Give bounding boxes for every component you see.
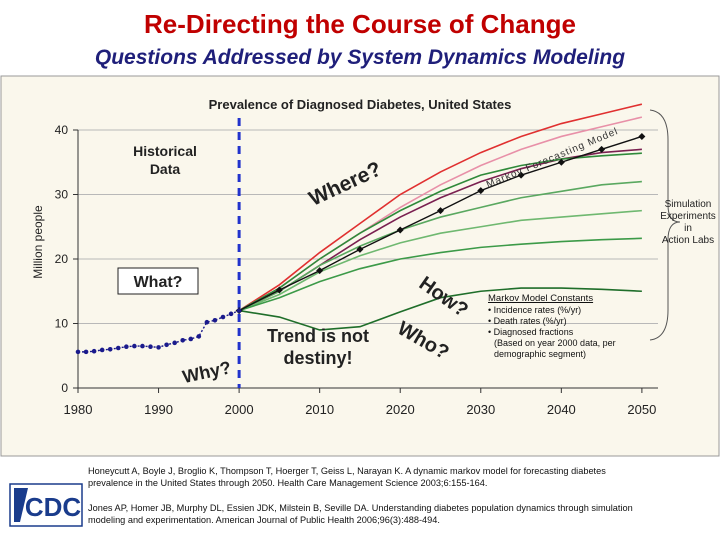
annotation: What? bbox=[134, 274, 183, 291]
y-axis-label: Million people bbox=[31, 205, 45, 279]
marker bbox=[228, 311, 234, 317]
constants-item: (Based on year 2000 data, per demographi… bbox=[494, 338, 616, 359]
marker bbox=[316, 267, 324, 275]
series-line bbox=[238, 209, 642, 312]
marker bbox=[99, 347, 105, 353]
series-line bbox=[238, 287, 642, 331]
y-tick-label: 30 bbox=[55, 188, 69, 202]
logo: CDC bbox=[9, 483, 83, 527]
series-line bbox=[238, 180, 642, 312]
reference: Jones AP, Homer JB, Murphy DL, Essien JD… bbox=[88, 503, 633, 525]
marker bbox=[557, 158, 565, 166]
logo-text: CDC bbox=[25, 492, 82, 522]
constants-title: Markov Model Constants bbox=[488, 293, 594, 304]
marker bbox=[196, 334, 202, 339]
y-tick-label: 10 bbox=[55, 317, 69, 331]
marker bbox=[148, 344, 153, 350]
marker bbox=[598, 145, 606, 153]
marker bbox=[156, 345, 161, 350]
annotation: Experiments bbox=[660, 211, 716, 222]
bracket bbox=[649, 109, 681, 341]
chart-panel bbox=[0, 75, 720, 457]
marker bbox=[172, 340, 177, 346]
marker bbox=[107, 347, 113, 352]
annotation: Data bbox=[150, 161, 181, 177]
chart-title: Prevalence of Diagnosed Diabetes, United… bbox=[209, 97, 512, 112]
x-tick-label: 2010 bbox=[305, 402, 334, 417]
marker bbox=[83, 349, 89, 355]
annotation: Simulation bbox=[665, 199, 712, 210]
x-tick-label: 2040 bbox=[547, 402, 576, 417]
slide-subtitle: Questions Addressed by System Dynamics M… bbox=[95, 46, 625, 69]
marker bbox=[212, 317, 218, 323]
annotation-box bbox=[117, 267, 199, 295]
marker bbox=[140, 343, 145, 349]
marker bbox=[164, 342, 169, 348]
marker bbox=[115, 345, 121, 351]
constants-item: • Death rates (%/yr) bbox=[488, 316, 567, 326]
marker bbox=[236, 308, 242, 313]
marker bbox=[220, 314, 226, 320]
x-tick-label: 2000 bbox=[225, 402, 254, 417]
x-tick-label: 1980 bbox=[64, 402, 93, 417]
y-tick-label: 20 bbox=[55, 252, 69, 266]
constants-box: Markov Model Constants • Incidence rates… bbox=[488, 293, 630, 360]
annotation: Action Labs bbox=[662, 235, 714, 246]
annotation: destiny! bbox=[283, 348, 352, 368]
marker bbox=[91, 348, 97, 354]
annotation: in bbox=[684, 223, 692, 234]
series-line bbox=[238, 103, 643, 312]
marker bbox=[356, 245, 364, 253]
constants-item: • Incidence rates (%/yr) bbox=[488, 305, 582, 315]
annotation: Historical bbox=[133, 143, 197, 159]
logo-shape bbox=[14, 488, 28, 522]
marker bbox=[517, 171, 525, 179]
marker bbox=[188, 336, 194, 342]
marker bbox=[638, 132, 646, 140]
y-tick-label: 40 bbox=[55, 123, 69, 137]
x-tick-label: 2030 bbox=[466, 402, 495, 417]
y-tick-label: 0 bbox=[61, 381, 68, 395]
x-tick-label: 2050 bbox=[627, 402, 656, 417]
x-tick-label: 1990 bbox=[144, 402, 173, 417]
marker bbox=[204, 319, 210, 325]
marker bbox=[396, 226, 404, 234]
annotation: Trend is not bbox=[267, 326, 369, 346]
marker bbox=[437, 207, 444, 215]
marker bbox=[477, 187, 485, 195]
x-tick-label: 2020 bbox=[386, 402, 415, 417]
series-line bbox=[238, 237, 642, 312]
constants-item: • Diagnosed fractions bbox=[488, 327, 574, 337]
marker bbox=[75, 349, 81, 355]
marker bbox=[275, 286, 283, 294]
reference: Honeycutt A, Boyle J, Broglio K, Thompso… bbox=[88, 466, 606, 488]
slide-title: Re-Directing the Course of Change bbox=[144, 9, 576, 39]
marker bbox=[124, 344, 129, 350]
marker bbox=[132, 343, 137, 349]
marker bbox=[180, 337, 186, 343]
